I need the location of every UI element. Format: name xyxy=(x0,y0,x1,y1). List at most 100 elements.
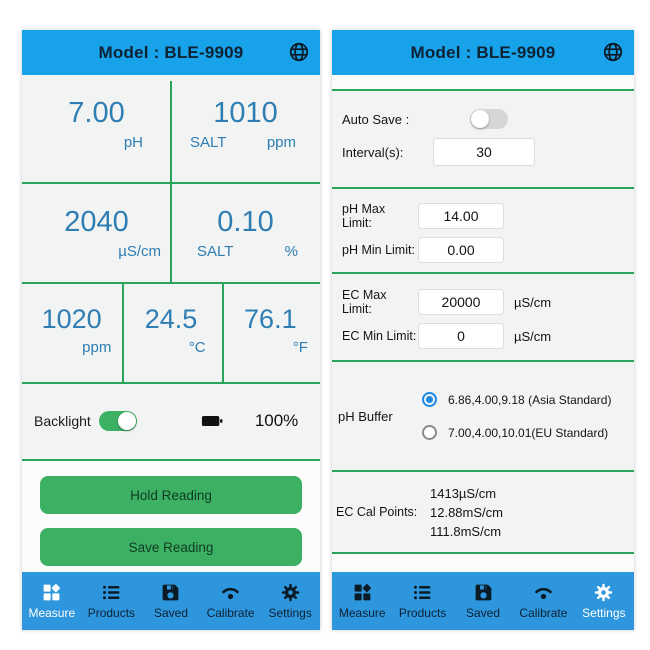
battery-percent: 100% xyxy=(254,411,299,430)
hold-reading-button[interactable]: Hold Reading xyxy=(40,476,302,514)
salt-label: SALT xyxy=(190,134,227,151)
temp-f-reading: 76.1 °F xyxy=(221,284,320,382)
nav-label: Products xyxy=(87,606,136,620)
temp-c-unit: °C xyxy=(188,339,206,356)
salt-label: SALT xyxy=(197,243,234,260)
ec-unit: µS/cm xyxy=(118,243,161,260)
divider xyxy=(332,272,634,274)
list-icon xyxy=(412,582,433,603)
interval-label: Interval(s): xyxy=(342,144,404,160)
nav-label: Saved xyxy=(466,606,501,620)
backlight-toggle[interactable] xyxy=(98,411,137,431)
save-icon xyxy=(473,582,494,603)
ec-cal-label: EC Cal Points: xyxy=(336,505,418,519)
globe-icon[interactable] xyxy=(288,41,310,63)
ec-max-input[interactable] xyxy=(418,289,504,315)
nav-item-saved[interactable]: Saved xyxy=(453,572,513,630)
salt-ppm-value: 1010 xyxy=(213,97,278,129)
nav-item-measure[interactable]: Measure xyxy=(332,572,392,630)
divider xyxy=(222,284,224,382)
signal-icon xyxy=(533,582,554,603)
ph-value: 7.00 xyxy=(68,97,125,129)
list-icon xyxy=(101,582,122,603)
tds-reading: 1020 ppm xyxy=(22,284,121,382)
nav-label: Settings xyxy=(268,606,312,620)
auto-save-toggle[interactable] xyxy=(470,109,508,129)
divider xyxy=(332,552,634,554)
temp-f-value: 76.1 xyxy=(244,304,297,334)
temp-c-reading: 24.5 °C xyxy=(121,284,220,382)
save-reading-button[interactable]: Save Reading xyxy=(40,528,302,566)
divider xyxy=(22,382,320,384)
nav-label: Measure xyxy=(28,606,76,620)
nav-item-calibrate[interactable]: Calibrate xyxy=(513,572,573,630)
nav-label: Settings xyxy=(582,606,626,620)
nav-label: Measure xyxy=(338,606,386,620)
ec-reading: 2040 µS/cm xyxy=(22,184,171,282)
interval-input[interactable] xyxy=(433,138,535,166)
salt-pct-value: 0.10 xyxy=(217,206,274,238)
divider xyxy=(332,470,634,472)
ec-cal-values: 1413µS/cm 12.88mS/cm 111.8mS/cm xyxy=(430,484,503,541)
salt-ppm-unit: ppm xyxy=(266,134,296,151)
nav-item-settings[interactable]: Settings xyxy=(260,572,320,630)
radio-selected-icon[interactable] xyxy=(422,392,437,407)
signal-icon xyxy=(220,582,241,603)
readings-panel: 7.00 pH 1010 SALT ppm 2040 µS/cm xyxy=(22,75,320,461)
nav-item-products[interactable]: Products xyxy=(392,572,452,630)
radio-label: 7.00,4.00,10.01(EU Standard) xyxy=(448,425,609,440)
ph-min-input[interactable] xyxy=(418,237,504,263)
ph-unit: pH xyxy=(123,134,143,151)
nav-item-calibrate[interactable]: Calibrate xyxy=(201,572,261,630)
backlight-row: Backlight 100% xyxy=(22,383,320,459)
globe-icon[interactable] xyxy=(602,41,624,63)
radio-label: 6.86,4.00,9.18 (Asia Standard) xyxy=(448,392,612,407)
nav-label: Calibrate xyxy=(206,606,255,620)
ph-max-label: pH Max Limit: xyxy=(342,202,386,230)
toggle-knob xyxy=(117,412,136,430)
divider xyxy=(22,459,320,461)
header: Model : BLE-9909 xyxy=(332,30,634,75)
divider xyxy=(122,284,124,382)
gear-icon xyxy=(593,582,614,603)
salt-pct-unit: % xyxy=(284,243,298,260)
divider xyxy=(332,89,634,91)
ph-buffer-options: 6.86,4.00,9.18 (Asia Standard) 7.00,4.00… xyxy=(422,392,611,440)
auto-save-section: Auto Save : Interval(s): xyxy=(332,91,634,187)
ph-buffer-option-eu[interactable]: 7.00,4.00,10.01(EU Standard) xyxy=(422,425,611,440)
battery-icon xyxy=(199,410,225,432)
tds-unit: ppm xyxy=(82,339,112,356)
ec-min-unit: µS/cm xyxy=(514,328,552,344)
radio-unselected-icon[interactable] xyxy=(422,425,437,440)
page-title: Model : BLE-9909 xyxy=(98,43,244,62)
spacer xyxy=(332,75,634,89)
tds-value: 1020 xyxy=(41,304,102,334)
nav-item-products[interactable]: Products xyxy=(82,572,142,630)
divider xyxy=(22,282,320,284)
dashboard-icon xyxy=(352,582,373,603)
ec-limits-section: EC Max Limit: µS/cm EC Min Limit: µS/cm xyxy=(332,274,634,360)
ec-max-unit: µS/cm xyxy=(514,294,552,310)
nav-item-settings[interactable]: Settings xyxy=(574,572,634,630)
ph-buffer-option-asia[interactable]: 6.86,4.00,9.18 (Asia Standard) xyxy=(422,392,611,407)
salt-ppm-reading: 1010 SALT ppm xyxy=(171,75,320,182)
nav-item-measure[interactable]: Measure xyxy=(22,572,82,630)
header: Model : BLE-9909 xyxy=(22,30,320,75)
bottom-nav: Measure Products Saved xyxy=(22,572,320,630)
ph-limits-section: pH Max Limit: pH Min Limit: xyxy=(332,189,634,272)
nav-label: Products xyxy=(398,606,447,620)
salt-pct-reading: 0.10 SALT % xyxy=(171,184,320,282)
settings-screen: Model : BLE-9909 Auto Save : Interval(s)… xyxy=(332,30,634,630)
gear-icon xyxy=(280,582,301,603)
ec-cal-value: 111.8mS/cm xyxy=(430,523,502,539)
ec-min-input[interactable] xyxy=(418,323,504,349)
ph-max-input[interactable] xyxy=(418,203,504,229)
temp-f-unit: °F xyxy=(292,339,308,356)
backlight-label: Backlight xyxy=(34,413,91,429)
nav-item-saved[interactable]: Saved xyxy=(141,572,201,630)
dashboard-icon xyxy=(41,582,62,603)
ph-min-label: pH Min Limit: xyxy=(342,243,415,257)
ec-max-label: EC Max Limit: xyxy=(342,288,387,316)
ph-buffer-label: pH Buffer xyxy=(338,408,393,424)
ec-cal-value: 1413µS/cm xyxy=(430,485,497,501)
